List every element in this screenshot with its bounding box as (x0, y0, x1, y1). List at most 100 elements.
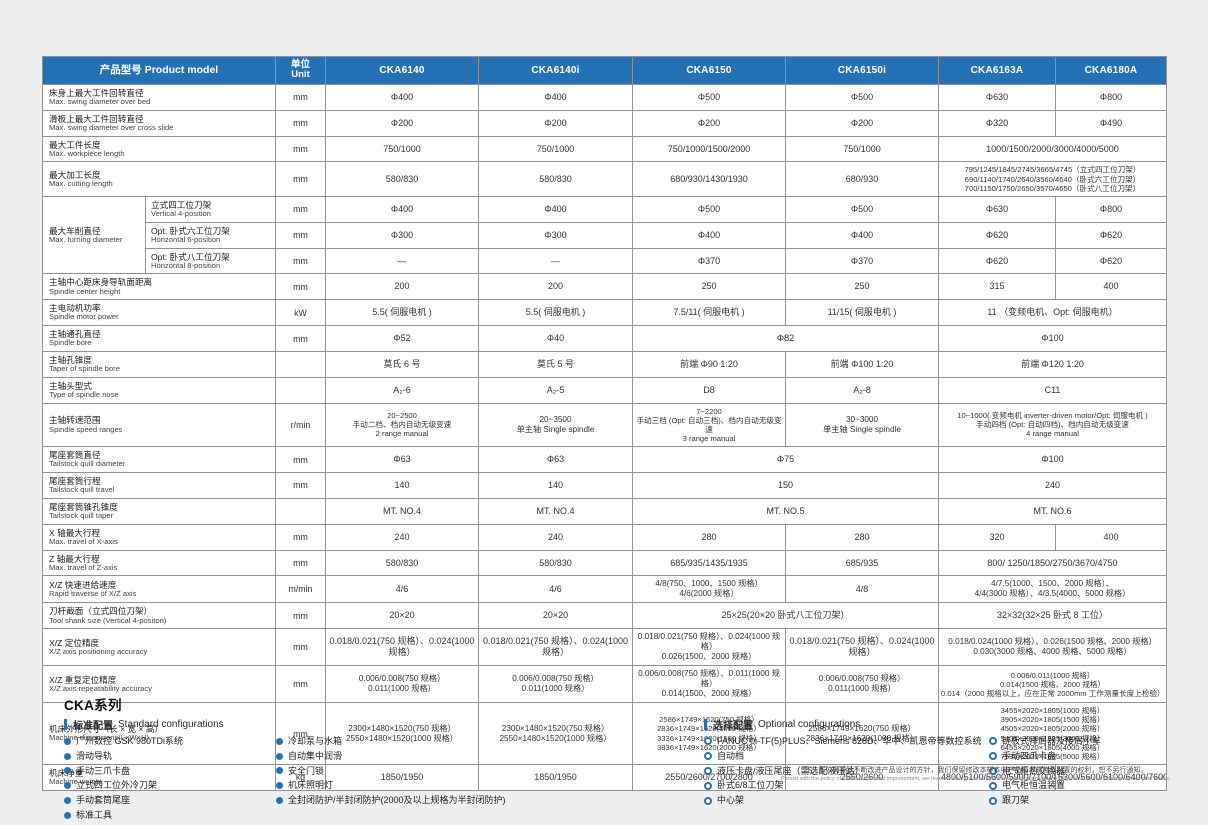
spec-value-cell: Φ200 (632, 109, 786, 137)
dot-icon (276, 767, 283, 775)
config-item-label: 自动档 (717, 750, 745, 761)
spec-value-cell: 795/1245/1845/2745/3665/4745（立式四工位刀架） 690… (938, 161, 1167, 197)
spec-value-cell: 750/1000/1500/2000 (632, 135, 786, 163)
spec-value-cell: 240 (325, 523, 479, 551)
dot-icon (64, 767, 71, 775)
spec-value-cell: 5300/5600/6100/6400/7600/8600 (1055, 763, 1167, 791)
spec-value-cell: MT. NO.5 (632, 497, 939, 525)
spec-value-cell: 4/8 (785, 575, 939, 604)
spec-value-cell: 685/935/1435/1935 (632, 549, 786, 577)
spec-row: 刀杆截面（立式四位刀架） Tool shank size (Vertical 4-… (42, 602, 1167, 630)
spec-value-cell: 580/830 (478, 549, 633, 577)
config-item: 冷却泵与水箱 (276, 736, 704, 747)
spec-header-row: 产品型号 Product model 单位 Unit CKA6140 CKA6140i C… (42, 56, 1167, 85)
spec-value-cell: Φ400 (478, 83, 633, 111)
row-label: 刀杆截面（立式四位刀架） Tool shank size (Vertical 4-… (42, 602, 276, 630)
spec-value-cell: 30~3000 单主轴 Single spindle (785, 402, 939, 448)
dot-icon (64, 737, 71, 745)
ring-icon (989, 737, 997, 746)
row-group-label: 最大车削直径 Max. turning diameter (42, 195, 146, 275)
spec-value-cell: Φ630 (938, 83, 1056, 111)
unit-cell: mm (275, 665, 326, 704)
spec-value-cell: Φ400 (785, 221, 939, 249)
config-item: 自动档 (704, 751, 989, 762)
column-header-cka6140: CKA6140 (325, 56, 479, 85)
config-item-label: 链板式排屑器及接屑小车 (1002, 736, 1102, 746)
spec-row: 主轴通孔直径 Spindle bore mm Φ52 Φ40 Φ82 Φ100 (42, 325, 1167, 352)
unit-cell (275, 376, 326, 404)
spec-value-cell: 280 (785, 523, 939, 551)
dot-icon (276, 797, 283, 805)
spec-row: X/Z 定位精度 X/Z axis positioning accuracy mm 0… (42, 628, 1167, 667)
spec-value-cell: 20×20 (478, 602, 633, 630)
spec-value-cell: 0.018/0.021(750 规格）、0.024(1000 规格） (478, 628, 633, 667)
ring-icon (704, 737, 712, 746)
spec-value-cell: C11 (938, 376, 1167, 404)
spec-value-cell: 750/1000 (785, 135, 939, 163)
config-item-label: 卧式6/8工位刀架 (717, 780, 784, 791)
spec-value-cell: 200 (478, 273, 633, 301)
row-label: 主轴头型式 Type of spindle nose (42, 376, 276, 404)
spec-value-cell: 320 (938, 523, 1056, 551)
spec-value-cell: 580/830 (325, 549, 479, 577)
optional-config-title-en: Optional configurations (758, 719, 861, 730)
spec-value-cell: 1000/1500/2000/3000/4000/5000 (938, 135, 1167, 163)
spec-value-cell: 580/830 (478, 161, 633, 197)
column-header-cka6140i: CKA6140i (478, 56, 633, 85)
spec-value-cell: 5.5( 伺服电机 ) (478, 299, 633, 327)
spec-value-cell: 0.006/0.008(750 规格）、0.011(1000 规格） 0.014(… (632, 665, 786, 704)
spec-value-cell: 1850/1950 (325, 763, 479, 791)
spec-value-cell: 2550/2600 (785, 763, 939, 791)
config-item: 全封闭防护/半封闭防护(2000及以上规格为半封闭防护) (276, 795, 704, 806)
spec-value-cell: 莫氏 5 号 (478, 350, 633, 378)
standard-configurations-block: 标准配置 Standard configurations 广州数控 GSK 98… (64, 717, 704, 825)
spec-value-cell: Φ400 (478, 195, 633, 223)
unit-cell: mm (275, 109, 326, 137)
config-item: 液压卡盘/液压尾座（需选配液压站） (704, 766, 989, 777)
spec-row: 机床外形尺寸（长 × 宽 × 高） Machine dimensions(L×W×… (42, 702, 1167, 765)
config-item: 手动四爪卡盘 (989, 751, 1174, 762)
unit-cell: mm (275, 247, 326, 275)
spec-value-cell: Φ75 (632, 446, 939, 473)
spec-value-cell: Φ370 (632, 247, 786, 275)
spec-value-cell: 150 (632, 471, 939, 499)
row-label: 尾座套筒锥孔锥度 Tailstock quill taper (42, 497, 276, 525)
spec-value-cell: 11/15( 伺服电机 ) (785, 299, 939, 327)
config-item: 自动集中润滑 (276, 751, 704, 762)
spec-value-cell: 莫氏 6 号 (325, 350, 479, 378)
column-header-product-model: 产品型号 Product model (42, 56, 276, 85)
unit-cell: mm (275, 195, 326, 223)
ring-icon (704, 752, 712, 761)
spec-value-cell: Φ63 (478, 446, 633, 473)
spec-value-cell: Φ500 (632, 83, 786, 111)
spec-value-cell: Φ320 (938, 109, 1056, 137)
unit-cell (275, 350, 326, 378)
optional-config-list-1: FANUC 0i-TF(5)PLUS、Siemens 828D、华中、凯恩帝等数… (704, 736, 989, 810)
spec-value-cell: 4800/5100/5600/5900/7100/8100 (938, 763, 1056, 791)
ring-icon (704, 781, 712, 790)
config-item-label: 全封闭防护/半封闭防护(2000及以上规格为半封闭防护) (288, 795, 506, 806)
row-label: 尾座套筒行程 Tailstock quill travel (42, 471, 276, 499)
spec-value-cell: 7~2200 手动三档 (Opt: 自动三档)、档内自动无级变速 3 range m… (632, 402, 786, 448)
spec-value-cell: 1850/1950 (478, 763, 633, 791)
unit-cell: mm (275, 83, 326, 111)
spec-value-cell: 750/1000 (478, 135, 633, 163)
spec-value-cell: MT. NO.6 (938, 497, 1167, 525)
config-item-label: 液压卡盘/液压尾座（需选配液压站） (717, 765, 864, 776)
unit-cell: mm (275, 135, 326, 163)
spec-value-cell: A₂-8 (785, 376, 939, 404)
spec-value-cell: 240 (938, 471, 1167, 499)
spec-value-cell: Φ100 (938, 325, 1167, 352)
spec-value-cell: A₂-6 (325, 376, 479, 404)
spec-row: 最大工件长度 Max. workpiece length mm 750/1000 750… (42, 135, 1167, 163)
spec-value-cell: 4/7.5(1000、1500、2000 规格）、 4/4(3000 规格）、4/… (938, 575, 1167, 604)
config-item-label: 中心架 (717, 795, 745, 806)
row-label: X/Z 快速进给速度 Rapid traverse of X/Z axis (42, 575, 276, 604)
config-item: 广州数控 GSK 980TDi系统 (64, 736, 276, 747)
spec-value-cell: Φ370 (785, 247, 939, 275)
optional-config-list-2: 链板式排屑器及接屑小车 手动四爪卡盘 电气柜热交换器 电气柜恒温装置 跟刀架 (989, 736, 1174, 810)
spec-row: 主轴孔锥度 Taper of spindle bore 莫氏 6 号莫氏 5 号前端… (42, 350, 1167, 378)
spec-value-cell: Φ620 (938, 247, 1056, 275)
spec-value-cell: Φ200 (325, 109, 479, 137)
